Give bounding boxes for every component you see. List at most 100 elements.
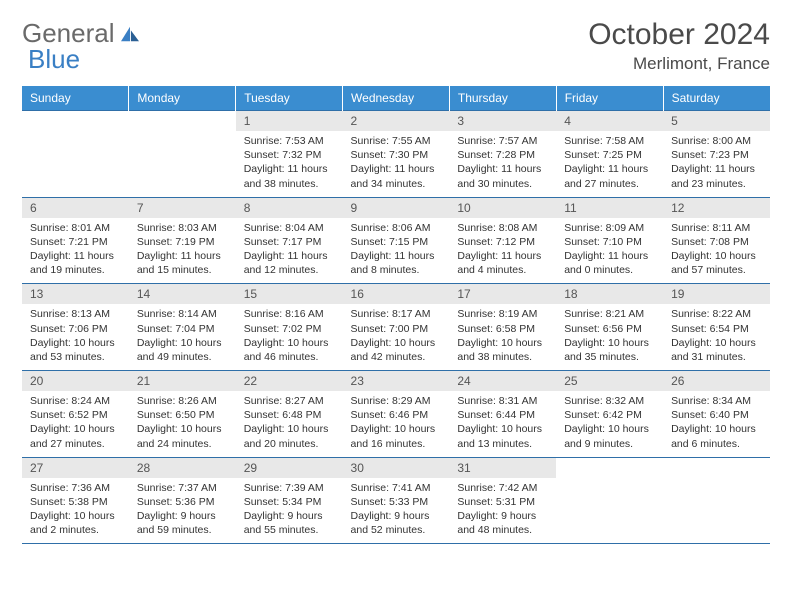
- sunset-line: Sunset: 6:46 PM: [351, 408, 442, 422]
- sunset-line: Sunset: 6:52 PM: [30, 408, 121, 422]
- sunrise-line: Sunrise: 7:57 AM: [457, 134, 548, 148]
- daylight-line: Daylight: 9 hours and 52 minutes.: [351, 509, 442, 537]
- content-row: Sunrise: 8:24 AMSunset: 6:52 PMDaylight:…: [22, 391, 770, 457]
- sunset-line: Sunset: 7:30 PM: [351, 148, 442, 162]
- daylight-line: Daylight: 10 hours and 13 minutes.: [457, 422, 548, 450]
- daylight-line: Daylight: 11 hours and 19 minutes.: [30, 249, 121, 277]
- day-content-cell: Sunrise: 7:53 AMSunset: 7:32 PMDaylight:…: [236, 131, 343, 197]
- day-number-cell: 4: [556, 111, 663, 132]
- day-number-cell: 11: [556, 197, 663, 218]
- sunrise-line: Sunrise: 8:01 AM: [30, 221, 121, 235]
- sunset-line: Sunset: 6:48 PM: [244, 408, 335, 422]
- day-number-cell: 28: [129, 457, 236, 478]
- sunset-line: Sunset: 7:08 PM: [671, 235, 762, 249]
- daylight-line: Daylight: 10 hours and 6 minutes.: [671, 422, 762, 450]
- sunrise-line: Sunrise: 8:17 AM: [351, 307, 442, 321]
- day-number-cell: [663, 457, 770, 478]
- daylight-line: Daylight: 11 hours and 8 minutes.: [351, 249, 442, 277]
- weekday-header: Monday: [129, 86, 236, 111]
- day-number-cell: [556, 457, 663, 478]
- day-content-cell: [556, 478, 663, 544]
- daylight-line: Daylight: 10 hours and 31 minutes.: [671, 336, 762, 364]
- daylight-line: Daylight: 9 hours and 55 minutes.: [244, 509, 335, 537]
- day-content-cell: Sunrise: 8:13 AMSunset: 7:06 PMDaylight:…: [22, 304, 129, 370]
- sunset-line: Sunset: 7:21 PM: [30, 235, 121, 249]
- sunrise-line: Sunrise: 8:21 AM: [564, 307, 655, 321]
- content-row: Sunrise: 8:01 AMSunset: 7:21 PMDaylight:…: [22, 218, 770, 284]
- sunrise-line: Sunrise: 8:06 AM: [351, 221, 442, 235]
- sunset-line: Sunset: 7:32 PM: [244, 148, 335, 162]
- daynum-row: 2728293031: [22, 457, 770, 478]
- sunrise-line: Sunrise: 8:03 AM: [137, 221, 228, 235]
- sunrise-line: Sunrise: 7:39 AM: [244, 481, 335, 495]
- title-block: October 2024 Merlimont, France: [588, 18, 770, 74]
- daylight-line: Daylight: 10 hours and 53 minutes.: [30, 336, 121, 364]
- day-number-cell: 17: [449, 284, 556, 305]
- day-number-cell: 31: [449, 457, 556, 478]
- daynum-row: 20212223242526: [22, 371, 770, 392]
- day-number-cell: 6: [22, 197, 129, 218]
- daylight-line: Daylight: 10 hours and 20 minutes.: [244, 422, 335, 450]
- daylight-line: Daylight: 10 hours and 57 minutes.: [671, 249, 762, 277]
- sunrise-line: Sunrise: 8:26 AM: [137, 394, 228, 408]
- day-content-cell: Sunrise: 7:39 AMSunset: 5:34 PMDaylight:…: [236, 478, 343, 544]
- day-number-cell: 26: [663, 371, 770, 392]
- calendar-table: Sunday Monday Tuesday Wednesday Thursday…: [22, 86, 770, 544]
- day-number-cell: [22, 111, 129, 132]
- day-number-cell: 9: [343, 197, 450, 218]
- day-content-cell: Sunrise: 8:27 AMSunset: 6:48 PMDaylight:…: [236, 391, 343, 457]
- weekday-header: Wednesday: [343, 86, 450, 111]
- daylight-line: Daylight: 10 hours and 49 minutes.: [137, 336, 228, 364]
- daynum-row: 13141516171819: [22, 284, 770, 305]
- day-content-cell: Sunrise: 8:11 AMSunset: 7:08 PMDaylight:…: [663, 218, 770, 284]
- content-row: Sunrise: 8:13 AMSunset: 7:06 PMDaylight:…: [22, 304, 770, 370]
- sunrise-line: Sunrise: 8:00 AM: [671, 134, 762, 148]
- daylight-line: Daylight: 11 hours and 34 minutes.: [351, 162, 442, 190]
- sunrise-line: Sunrise: 7:42 AM: [457, 481, 548, 495]
- calendar-body: 12345Sunrise: 7:53 AMSunset: 7:32 PMDayl…: [22, 111, 770, 544]
- day-content-cell: Sunrise: 8:16 AMSunset: 7:02 PMDaylight:…: [236, 304, 343, 370]
- day-number-cell: 20: [22, 371, 129, 392]
- day-content-cell: Sunrise: 7:36 AMSunset: 5:38 PMDaylight:…: [22, 478, 129, 544]
- day-number-cell: 10: [449, 197, 556, 218]
- day-content-cell: [663, 478, 770, 544]
- sunrise-line: Sunrise: 8:11 AM: [671, 221, 762, 235]
- weekday-header: Sunday: [22, 86, 129, 111]
- sunset-line: Sunset: 7:19 PM: [137, 235, 228, 249]
- sunset-line: Sunset: 6:40 PM: [671, 408, 762, 422]
- sunset-line: Sunset: 7:15 PM: [351, 235, 442, 249]
- sunrise-line: Sunrise: 8:14 AM: [137, 307, 228, 321]
- daynum-row: 12345: [22, 111, 770, 132]
- sunset-line: Sunset: 5:34 PM: [244, 495, 335, 509]
- sunrise-line: Sunrise: 7:58 AM: [564, 134, 655, 148]
- sunrise-line: Sunrise: 8:09 AM: [564, 221, 655, 235]
- sunset-line: Sunset: 6:50 PM: [137, 408, 228, 422]
- sunset-line: Sunset: 7:25 PM: [564, 148, 655, 162]
- daylight-line: Daylight: 10 hours and 2 minutes.: [30, 509, 121, 537]
- day-number-cell: 22: [236, 371, 343, 392]
- sunset-line: Sunset: 5:31 PM: [457, 495, 548, 509]
- daylight-line: Daylight: 10 hours and 46 minutes.: [244, 336, 335, 364]
- daylight-line: Daylight: 9 hours and 59 minutes.: [137, 509, 228, 537]
- sunrise-line: Sunrise: 8:31 AM: [457, 394, 548, 408]
- day-number-cell: 29: [236, 457, 343, 478]
- daylight-line: Daylight: 11 hours and 23 minutes.: [671, 162, 762, 190]
- sunset-line: Sunset: 6:54 PM: [671, 322, 762, 336]
- day-content-cell: [22, 131, 129, 197]
- daylight-line: Daylight: 10 hours and 38 minutes.: [457, 336, 548, 364]
- daylight-line: Daylight: 11 hours and 30 minutes.: [457, 162, 548, 190]
- sunrise-line: Sunrise: 8:27 AM: [244, 394, 335, 408]
- day-content-cell: Sunrise: 8:03 AMSunset: 7:19 PMDaylight:…: [129, 218, 236, 284]
- day-number-cell: 2: [343, 111, 450, 132]
- content-row: Sunrise: 7:36 AMSunset: 5:38 PMDaylight:…: [22, 478, 770, 544]
- day-number-cell: 3: [449, 111, 556, 132]
- day-number-cell: 12: [663, 197, 770, 218]
- daylight-line: Daylight: 10 hours and 35 minutes.: [564, 336, 655, 364]
- sunrise-line: Sunrise: 7:41 AM: [351, 481, 442, 495]
- day-number-cell: 1: [236, 111, 343, 132]
- sunset-line: Sunset: 6:58 PM: [457, 322, 548, 336]
- day-number-cell: 27: [22, 457, 129, 478]
- day-number-cell: 5: [663, 111, 770, 132]
- day-content-cell: Sunrise: 8:00 AMSunset: 7:23 PMDaylight:…: [663, 131, 770, 197]
- day-content-cell: Sunrise: 7:41 AMSunset: 5:33 PMDaylight:…: [343, 478, 450, 544]
